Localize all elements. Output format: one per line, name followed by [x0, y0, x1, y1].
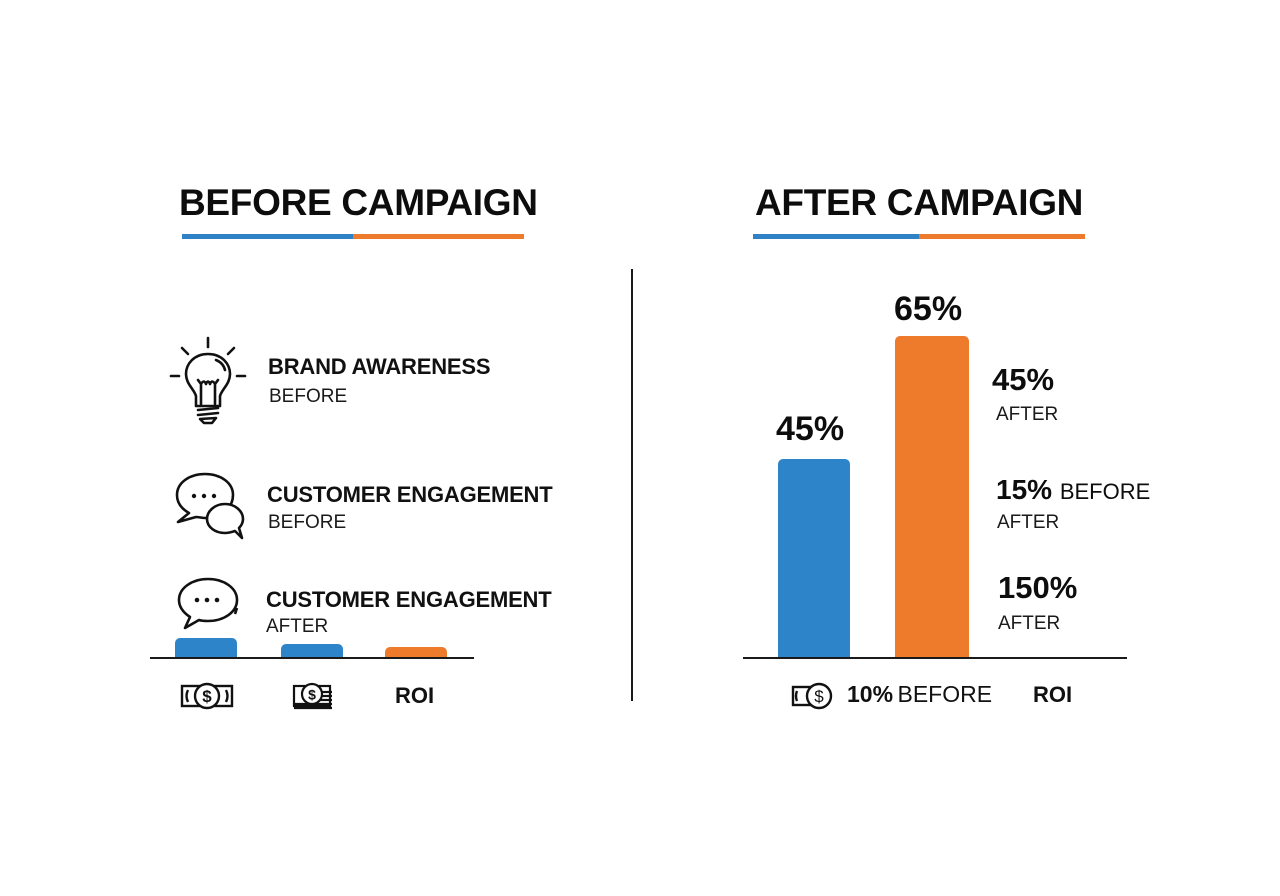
bar-before-roi [385, 647, 447, 658]
money-bill-icon: $ [180, 682, 234, 710]
after-campaign-title: AFTER CAMPAIGN [755, 182, 1084, 223]
bar-label-blue: 45% [776, 410, 845, 448]
svg-text:$: $ [308, 687, 316, 703]
before-campaign-title: BEFORE CAMPAIGN [179, 182, 538, 223]
side-value-2-inline: BEFORE [1059, 479, 1151, 504]
side-value-3: 150% [998, 570, 1078, 605]
right-roi-label: ROI [1033, 682, 1073, 707]
right-axis-value: 10% [847, 681, 894, 707]
bar-before-1 [175, 638, 237, 658]
money-bill-icon: $ [791, 681, 835, 711]
side-value-1: 45% [992, 362, 1055, 397]
metric-title-brand-awareness: BRAND AWARENESS [268, 354, 491, 379]
bar-orange [895, 336, 969, 658]
after-title-underline [753, 234, 1085, 239]
money-stack-icon: $ [292, 680, 334, 712]
bar-label-orange: 65% [894, 290, 963, 328]
right-axis-value-label: 10% BEFORE [847, 681, 992, 708]
side-value-2: 15% BEFORE [996, 474, 1150, 506]
side-sub-1: AFTER [996, 404, 1059, 425]
right-axis-inline: BEFORE [897, 681, 993, 707]
left-roi-label: ROI [395, 683, 435, 708]
bar-blue [778, 459, 850, 658]
side-sub-3: AFTER [998, 613, 1061, 634]
svg-text:$: $ [814, 687, 824, 706]
side-value-2-number: 15% [996, 474, 1053, 505]
chat-bubble-icon [175, 576, 241, 632]
before-title-underline [182, 234, 524, 239]
panel-divider [631, 269, 633, 701]
metric-title-customer-engagement-after: CUSTOMER ENGAGEMENT [266, 587, 552, 612]
right-x-axis [743, 657, 1127, 659]
metric-sub-customer-engagement-after: AFTER [266, 616, 329, 637]
lightbulb-icon [168, 336, 248, 426]
left-x-axis [150, 657, 474, 659]
svg-text:$: $ [202, 687, 212, 706]
metric-title-customer-engagement-before: CUSTOMER ENGAGEMENT [267, 482, 553, 507]
side-sub-2: AFTER [997, 512, 1060, 533]
metric-sub-brand-awareness: BEFORE [269, 386, 348, 407]
metric-sub-customer-engagement-before: BEFORE [268, 512, 347, 533]
bar-before-2 [281, 644, 343, 658]
chat-bubbles-icon [172, 470, 246, 542]
